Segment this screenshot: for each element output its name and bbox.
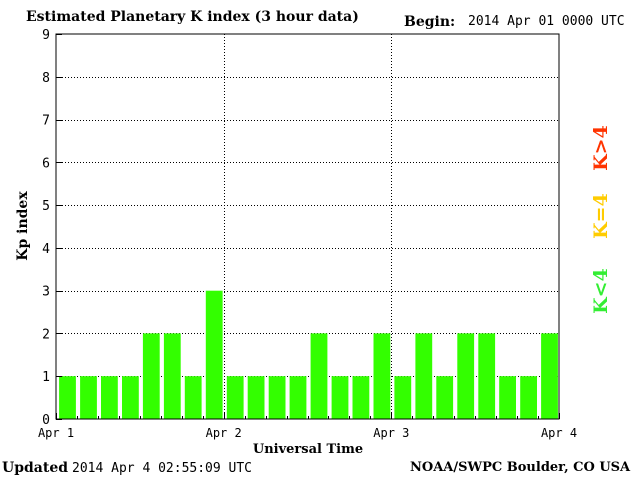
kp-bar [478, 333, 496, 419]
y-tick-label: 9 [42, 28, 50, 43]
x-tick-label: Apr 2 [206, 426, 242, 440]
kp-bar [352, 376, 370, 419]
y-tick-label: 5 [42, 199, 50, 214]
kp-bar [163, 333, 181, 419]
y-axis-label: Kp index [15, 191, 31, 261]
x-axis: Apr 1 Apr 2 Apr 3 Apr 4 [38, 413, 577, 440]
kp-bar [101, 376, 118, 419]
kp-bar [394, 376, 412, 419]
x-tick-label: Apr 1 [38, 426, 74, 440]
x-axis-label: Universal Time [253, 442, 363, 457]
x-tick-label: Apr 4 [541, 426, 577, 440]
y-tick-label: 1 [42, 370, 50, 385]
legend-entry: K>4 [590, 125, 612, 171]
updated-value: 2014 Apr 4 02:55:09 UTC [72, 461, 253, 476]
kp-bar [205, 290, 223, 419]
legend-entry: K=4 [590, 193, 612, 239]
kp-bar [520, 376, 537, 419]
kp-bar [499, 376, 516, 419]
kp-bar [247, 376, 265, 419]
legend: K<4 K=4 K>4 [590, 125, 612, 314]
kp-bar [541, 333, 558, 419]
kp-bar [373, 333, 391, 419]
kp-bar [122, 376, 139, 419]
y-tick-label: 7 [42, 114, 50, 129]
legend-entry: K<4 [590, 268, 612, 314]
kp-bar [184, 376, 202, 419]
kp-bar [80, 376, 97, 419]
kp-bar [289, 376, 307, 419]
y-tick-label: 6 [42, 156, 50, 171]
begin-label: Begin: [404, 14, 456, 30]
kp-bar [142, 333, 160, 419]
updated-label: Updated [2, 460, 69, 476]
kp-bar [331, 376, 349, 419]
y-tick-label: 3 [42, 285, 50, 300]
y-axis: 0 1 2 3 4 5 6 7 8 9 [42, 28, 62, 428]
kp-bar [415, 333, 433, 419]
kp-bar [59, 376, 76, 419]
kp-bar [226, 376, 244, 419]
kp-bar [457, 333, 475, 419]
y-tick-label: 0 [42, 413, 50, 428]
y-tick-label: 8 [42, 71, 50, 86]
begin-value: 2014 Apr 01 0000 UTC [468, 14, 625, 29]
y-tick-label: 2 [42, 327, 50, 342]
credit: NOAA/SWPC Boulder, CO USA [410, 460, 631, 475]
bars [59, 290, 558, 419]
kp-bar [436, 376, 454, 419]
grid [56, 34, 559, 419]
chart-title: Estimated Planetary K index (3 hour data… [26, 9, 359, 25]
kp-bar [268, 376, 286, 419]
x-tick-label: Apr 3 [373, 426, 409, 440]
kp-bar [310, 333, 328, 419]
y-tick-label: 4 [42, 242, 50, 257]
plot-frame [55, 33, 560, 420]
